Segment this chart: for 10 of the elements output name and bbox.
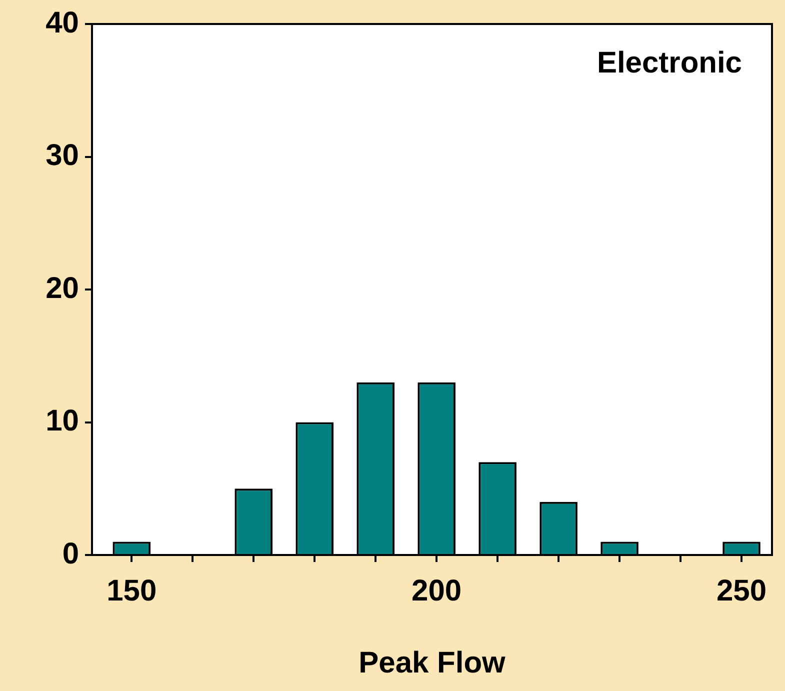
text: Electronic xyxy=(596,46,742,80)
y-tick-label: 20 xyxy=(46,272,79,305)
y-tick-label: 10 xyxy=(46,404,79,438)
y-tick-label: 40 xyxy=(46,6,79,40)
x-tick-label: 150 xyxy=(106,574,157,608)
x-tick-label: 250 xyxy=(716,574,767,608)
y-tick-label: 0 xyxy=(62,537,79,570)
y-tick-label: 30 xyxy=(46,139,79,172)
x-axis-title: Peak Flow xyxy=(358,646,506,680)
x-tick-label: 200 xyxy=(412,574,462,608)
